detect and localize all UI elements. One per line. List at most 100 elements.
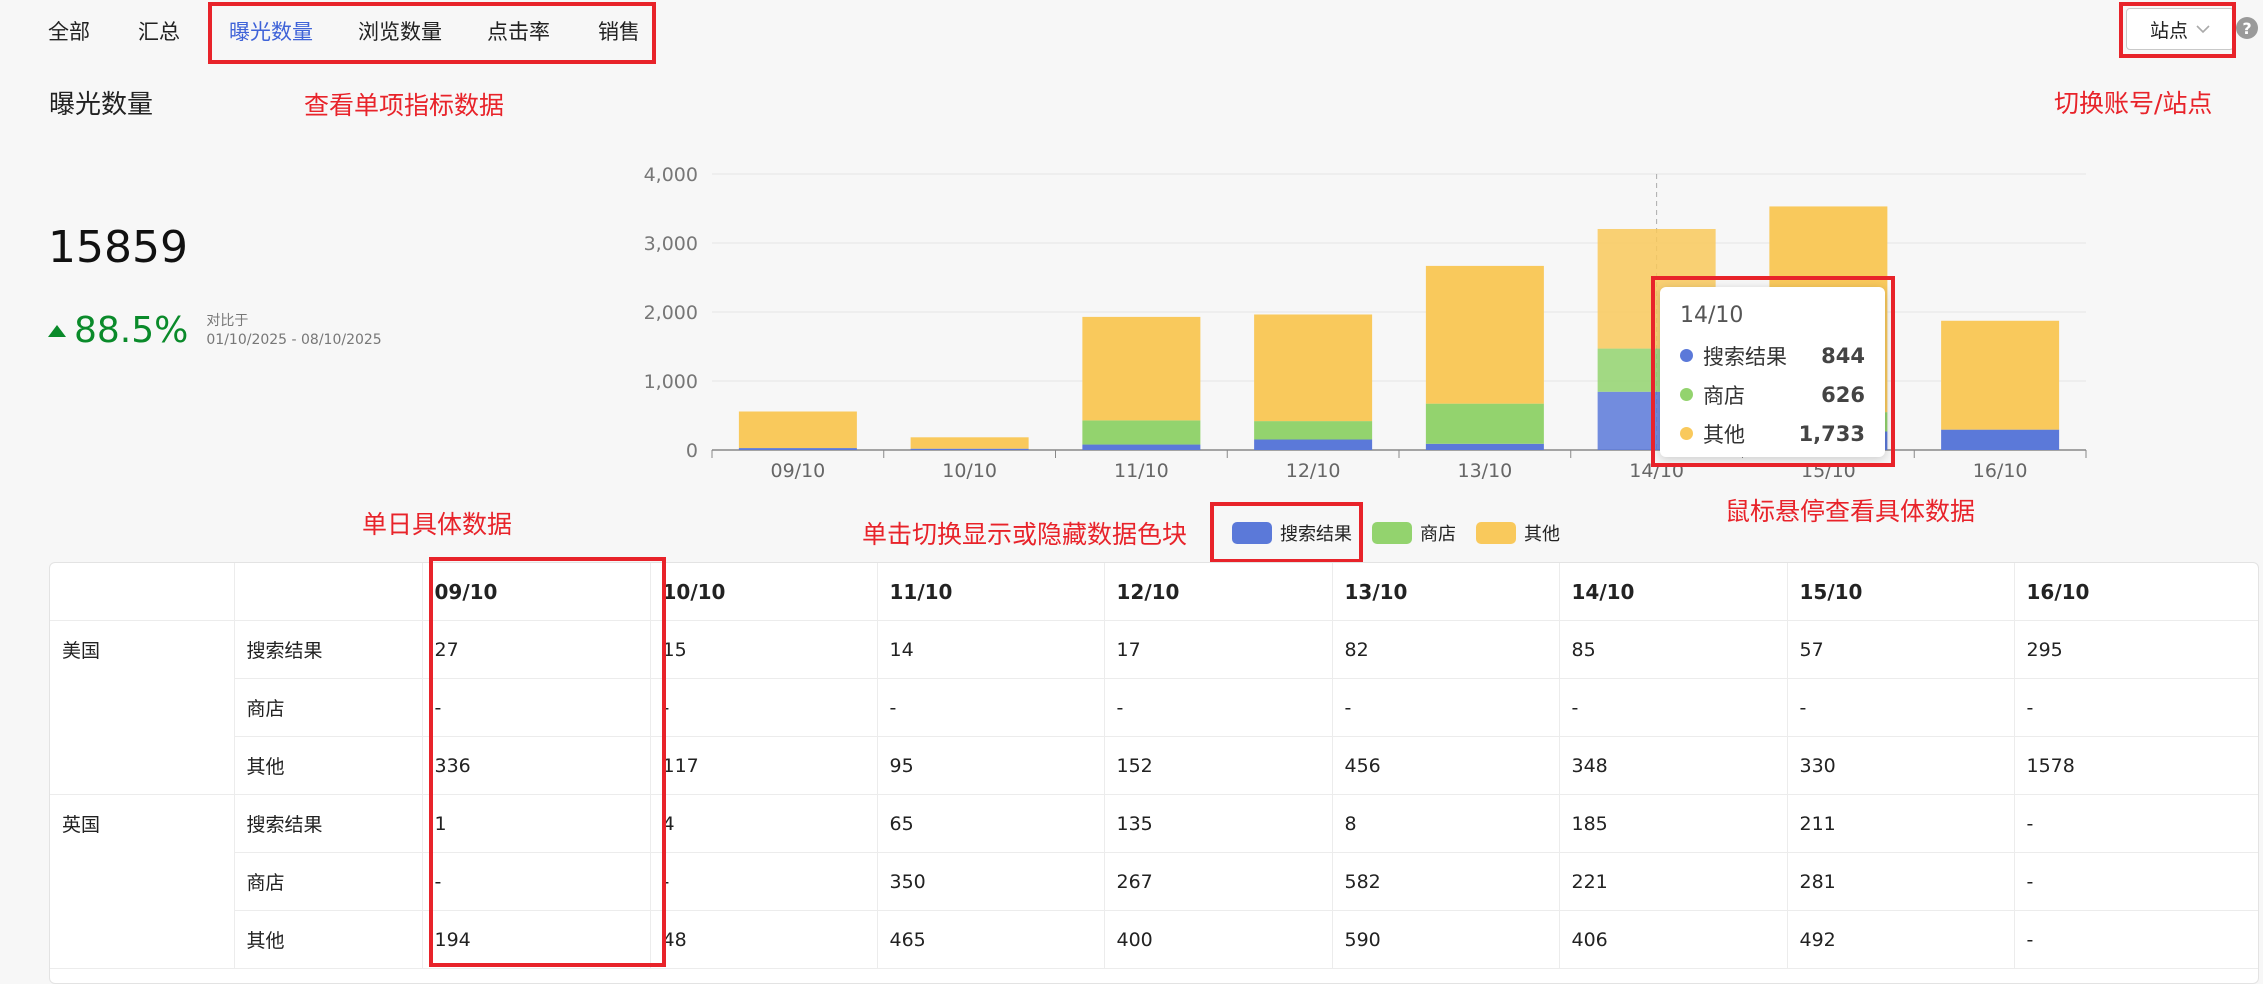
value-cell: - (877, 678, 1105, 737)
value-cell: 85 (1559, 620, 1788, 679)
up-arrow-icon (48, 324, 66, 337)
bar-segment (910, 448, 1029, 450)
legend-label-search: 搜索结果 (1280, 524, 1352, 545)
value-cell: 152 (1104, 736, 1333, 795)
bar-segment (1941, 320, 2060, 430)
table-row: 商店 - - 350 267 582 221 281 - (50, 852, 2258, 911)
x-tick-label: 16/10 (1973, 460, 2028, 482)
value-cell: - (2014, 852, 2258, 911)
value-cell: 95 (877, 736, 1105, 795)
header-date: 12/10 (1104, 563, 1333, 621)
bar-segment (1082, 444, 1201, 450)
value-cell: 57 (1787, 620, 2015, 679)
legend-label-store: 商店 (1420, 524, 1456, 545)
total-value: 15859 (48, 222, 188, 273)
value-cell: 330 (1787, 736, 2015, 795)
daily-data-table: 09/10 10/10 11/10 12/10 13/10 14/10 15/1… (49, 562, 2259, 984)
data-table: 09/10 10/10 11/10 12/10 13/10 14/10 15/1… (50, 563, 2258, 969)
value-cell: 221 (1559, 852, 1788, 911)
country-cell (50, 910, 235, 969)
tab-impressions[interactable]: 曝光数量 (229, 20, 313, 44)
y-tick-label: 2,000 (644, 302, 698, 324)
tooltip-dot-store (1680, 388, 1693, 401)
header-date: 16/10 (2014, 563, 2258, 621)
annotation-daily-data: 单日具体数据 (362, 510, 513, 539)
value-cell: 14 (877, 620, 1105, 679)
tab-views[interactable]: 浏览数量 (358, 20, 442, 44)
tab-summary[interactable]: 汇总 (138, 20, 180, 44)
value-cell: 295 (2014, 620, 2258, 679)
table-row: 英国 搜索结果 1 4 65 135 8 185 211 - (50, 794, 2258, 853)
compare-range: 01/10/2025 - 08/10/2025 (206, 331, 382, 348)
bar-segment (1082, 420, 1201, 445)
value-cell: 211 (1787, 794, 2015, 853)
y-tick-label: 4,000 (644, 164, 698, 186)
tooltip-label-store: 商店 (1703, 383, 1745, 408)
value-cell: 194 (422, 910, 651, 969)
tooltip-row-other: 其他 1,733 (1680, 414, 1865, 453)
site-dropdown-label: 站点 (2149, 19, 2188, 42)
y-tick-label: 1,000 (644, 371, 698, 393)
value-cell: - (650, 852, 878, 911)
country-cell (50, 852, 235, 911)
value-cell: 185 (1559, 794, 1788, 853)
metric-cell: 其他 (234, 736, 423, 795)
tab-all[interactable]: 全部 (48, 20, 90, 44)
country-cell: 美国 (50, 620, 235, 679)
tooltip-row-store: 商店 626 (1680, 375, 1865, 414)
highlight-column-box (429, 557, 666, 967)
value-cell: 281 (1787, 852, 2015, 911)
value-cell: - (2014, 678, 2258, 737)
tooltip-dot-search (1680, 349, 1693, 362)
compare-label: 对比于 (206, 312, 249, 329)
change-row: 88.5% 对比于 01/10/2025 - 08/10/2025 (48, 310, 382, 351)
value-cell: 590 (1332, 910, 1560, 969)
annotation-toggle-legend: 单击切换显示或隐藏数据色块 (862, 520, 1188, 549)
value-cell: 406 (1559, 910, 1788, 969)
tooltip-value-search: 844 (1821, 343, 1865, 368)
value-cell: 8 (1332, 794, 1560, 853)
header-date: 13/10 (1332, 563, 1560, 621)
table-row: 其他 336 117 95 152 456 348 330 1578 (50, 736, 2258, 795)
legend-swatch-other (1476, 522, 1516, 544)
metric-cell: 商店 (234, 678, 423, 737)
legend-item-other[interactable]: 其他 (1476, 520, 1560, 546)
metric-cell: 搜索结果 (234, 794, 423, 853)
value-cell: 4 (650, 794, 878, 853)
highlight-site-box (2119, 2, 2236, 58)
chart-legend: 搜索结果 商店 其他 (1232, 520, 1560, 546)
value-cell: - (1787, 678, 2015, 737)
country-cell (50, 678, 235, 737)
tooltip-label-other: 其他 (1703, 422, 1745, 447)
value-cell: - (1104, 678, 1333, 737)
header-date: 15/10 (1787, 563, 2015, 621)
compare-info: 对比于 01/10/2025 - 08/10/2025 (206, 312, 381, 350)
table-header-row: 09/10 10/10 11/10 12/10 13/10 14/10 15/1… (50, 563, 2258, 621)
header-date: 11/10 (877, 563, 1105, 621)
x-tick-label: 12/10 (1286, 460, 1341, 482)
metric-cell: 其他 (234, 910, 423, 969)
value-cell: 400 (1104, 910, 1333, 969)
help-icon[interactable]: ? (2236, 17, 2258, 39)
value-cell: 465 (877, 910, 1105, 969)
metric-cell: 搜索结果 (234, 620, 423, 679)
bar-segment (1425, 265, 1544, 404)
bar-segment (1254, 439, 1373, 450)
legend-swatch-store (1372, 522, 1412, 544)
legend-item-search[interactable]: 搜索结果 (1232, 520, 1352, 546)
value-cell: 336 (422, 736, 651, 795)
tooltip-row-search: 搜索结果 844 (1680, 336, 1865, 375)
value-cell: 117 (650, 736, 878, 795)
bar-segment (738, 411, 857, 449)
x-tick-label: 09/10 (770, 460, 825, 482)
annotation-single-metric: 查看单项指标数据 (304, 91, 505, 120)
annotation-switch-account: 切换账号/站点 (2054, 89, 2213, 118)
tooltip-value-store: 626 (1821, 382, 1865, 407)
legend-item-store[interactable]: 商店 (1372, 520, 1456, 546)
value-cell: 348 (1559, 736, 1788, 795)
bar-segment (1941, 429, 2060, 450)
legend-label-other: 其他 (1524, 524, 1560, 545)
annotation-hover-data: 鼠标悬停查看具体数据 (1725, 497, 1976, 526)
tab-ctr[interactable]: 点击率 (487, 20, 550, 44)
tab-sales[interactable]: 销售 (598, 20, 640, 44)
